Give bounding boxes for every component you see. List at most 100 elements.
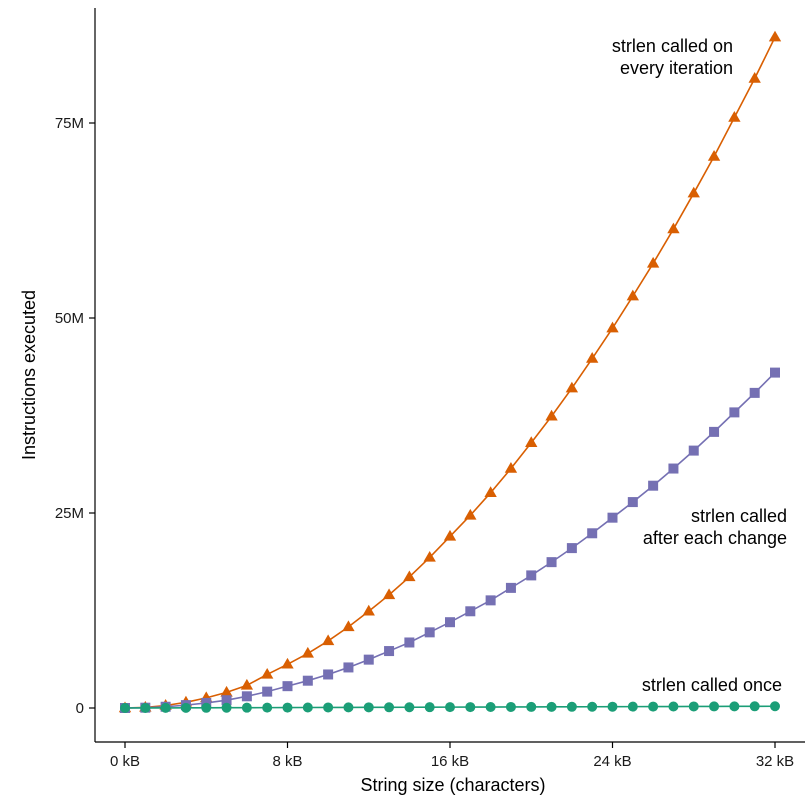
- data-point-strlen-called-on-every-iteration: [301, 646, 314, 658]
- series-label-line: strlen called once: [642, 675, 782, 695]
- data-point-strlen-called-after-each-change: [465, 606, 476, 617]
- data-point-strlen-called-once: [201, 702, 212, 713]
- data-point-strlen-called-after-each-change: [648, 480, 659, 491]
- data-point-strlen-called-once: [505, 701, 516, 712]
- data-point-strlen-called-once: [709, 701, 720, 712]
- data-point-strlen-called-on-every-iteration: [220, 685, 233, 697]
- data-point-strlen-called-once: [343, 702, 354, 713]
- data-point-strlen-called-after-each-change: [546, 557, 557, 568]
- data-point-strlen-called-after-each-change: [729, 407, 740, 418]
- data-point-strlen-called-on-every-iteration: [504, 462, 518, 473]
- data-point-strlen-called-after-each-change: [770, 367, 780, 378]
- data-point-strlen-called-on-every-iteration: [464, 508, 477, 520]
- data-point-strlen-called-once: [749, 701, 760, 712]
- data-point-strlen-called-on-every-iteration: [423, 550, 436, 562]
- data-point-strlen-called-after-each-change: [627, 497, 638, 508]
- data-point-strlen-called-on-every-iteration: [484, 486, 497, 497]
- data-point-strlen-called-after-each-change: [363, 654, 374, 665]
- data-point-strlen-called-on-every-iteration: [443, 529, 457, 541]
- data-point-strlen-called-after-each-change: [587, 528, 598, 539]
- data-point-strlen-called-after-each-change: [323, 669, 334, 680]
- series-line-strlen-called-on-every-iteration: [124, 36, 776, 709]
- data-point-strlen-called-after-each-change: [302, 675, 313, 686]
- data-point-strlen-called-once: [384, 702, 395, 713]
- data-point-strlen-called-on-every-iteration: [768, 30, 782, 42]
- data-point-strlen-called-once: [404, 702, 415, 713]
- data-point-strlen-called-once: [770, 701, 780, 712]
- data-point-strlen-called-on-every-iteration: [646, 256, 660, 268]
- data-point-strlen-called-once: [688, 701, 699, 712]
- ticks-layer: 0 kB 8 kB 16 kB 24 kB 32 kB 0 25M 50M 75M: [55, 115, 794, 770]
- series-label-line: strlen called: [691, 506, 787, 526]
- data-point-strlen-called-once: [424, 702, 435, 713]
- y-axis-title: Instructions executed: [19, 290, 39, 460]
- series-label-line: every iteration: [620, 58, 733, 78]
- axes-layer: [94, 8, 805, 743]
- data-point-strlen-called-on-every-iteration: [403, 570, 416, 582]
- series-label-strlen-called-after-each-change: strlen called after each change: [643, 506, 787, 548]
- data-point-strlen-called-once: [120, 703, 130, 713]
- x-tick-label: 0 kB: [110, 753, 140, 770]
- data-point-strlen-called-once: [180, 702, 191, 713]
- data-point-strlen-called-once: [607, 701, 618, 712]
- data-point-strlen-called-after-each-change: [424, 627, 435, 638]
- data-point-strlen-called-once: [302, 702, 313, 713]
- data-point-strlen-called-on-every-iteration: [707, 150, 721, 161]
- data-point-strlen-called-once: [526, 701, 537, 712]
- data-point-strlen-called-after-each-change: [445, 617, 455, 628]
- data-point-strlen-called-once: [221, 702, 232, 713]
- data-point-strlen-called-after-each-change: [241, 691, 252, 702]
- data-point-strlen-called-after-each-change: [485, 595, 496, 606]
- series-label-strlen-called-once: strlen called once: [642, 675, 782, 695]
- data-point-strlen-called-once: [587, 701, 598, 712]
- x-tick-label: 32 kB: [756, 753, 794, 770]
- data-point-strlen-called-after-each-change: [221, 695, 232, 706]
- data-point-strlen-called-once: [729, 701, 740, 712]
- data-point-strlen-called-after-each-change: [688, 445, 699, 456]
- data-point-strlen-called-after-each-change: [343, 662, 354, 673]
- data-point-strlen-called-after-each-change: [384, 646, 395, 657]
- data-point-strlen-called-after-each-change: [505, 582, 516, 593]
- data-point-strlen-called-on-every-iteration: [748, 72, 761, 83]
- data-point-strlen-called-once: [668, 701, 679, 712]
- data-point-strlen-called-after-each-change: [526, 570, 537, 581]
- data-point-strlen-called-after-each-change: [404, 637, 415, 648]
- data-point-strlen-called-once: [160, 702, 171, 713]
- x-axis-title: String size (characters): [360, 775, 545, 795]
- data-point-strlen-called-on-every-iteration: [362, 604, 375, 616]
- data-point-strlen-called-after-each-change: [749, 387, 760, 398]
- data-point-strlen-called-on-every-iteration: [687, 186, 700, 198]
- data-point-strlen-called-once: [140, 702, 151, 713]
- y-tick-label: 50M: [55, 310, 84, 327]
- series-label-line: strlen called on: [612, 36, 733, 56]
- data-point-strlen-called-after-each-change: [566, 543, 577, 554]
- data-point-strlen-called-once: [445, 702, 455, 713]
- data-point-strlen-called-once: [485, 702, 496, 713]
- data-point-strlen-called-on-every-iteration: [525, 436, 538, 448]
- data-point-strlen-called-once: [546, 701, 557, 712]
- data-point-strlen-called-on-every-iteration: [261, 667, 274, 679]
- data-point-strlen-called-on-every-iteration: [321, 634, 335, 646]
- data-point-strlen-called-on-every-iteration: [545, 409, 558, 421]
- data-point-strlen-called-once: [262, 702, 273, 713]
- data-point-strlen-called-after-each-change: [607, 512, 618, 523]
- y-tick-label: 0: [76, 700, 84, 717]
- data-point-strlen-called-on-every-iteration: [586, 352, 599, 363]
- x-tick-label: 16 kB: [431, 753, 469, 770]
- data-point-strlen-called-once: [363, 702, 374, 713]
- y-tick-label: 75M: [55, 115, 84, 132]
- series-label-strlen-called-on-every-iteration: strlen called on every iteration: [612, 36, 733, 78]
- data-point-strlen-called-once: [282, 702, 293, 713]
- data-point-strlen-called-on-every-iteration: [382, 588, 396, 600]
- data-point-strlen-called-after-each-change: [282, 681, 293, 692]
- series-layer: [118, 30, 782, 713]
- data-point-strlen-called-on-every-iteration: [240, 678, 254, 690]
- data-point-strlen-called-after-each-change: [262, 686, 273, 697]
- x-tick-label: 24 kB: [593, 753, 631, 770]
- data-point-strlen-called-once: [323, 702, 334, 713]
- data-point-strlen-called-once: [566, 701, 577, 712]
- data-point-strlen-called-on-every-iteration: [281, 657, 294, 669]
- y-tick-label: 25M: [55, 505, 84, 522]
